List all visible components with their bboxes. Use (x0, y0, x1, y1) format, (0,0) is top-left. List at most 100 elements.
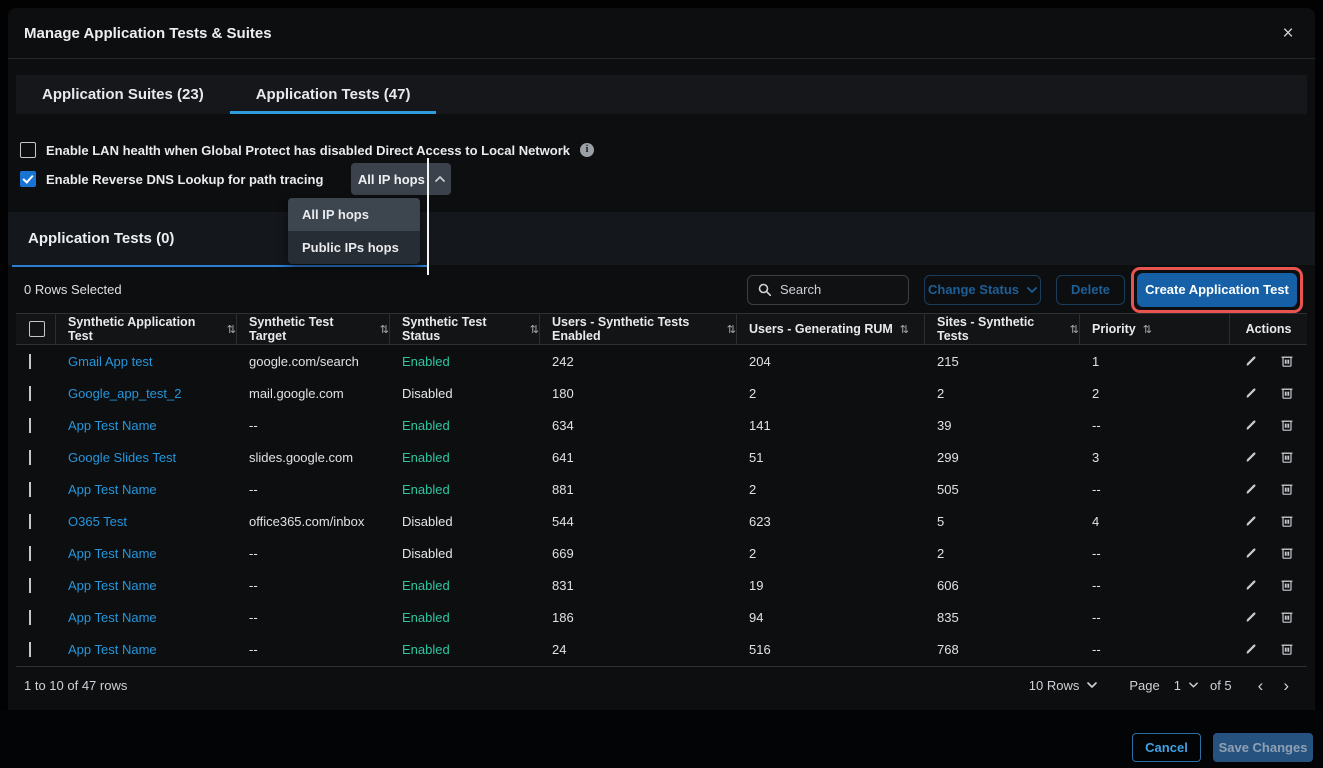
delete-icon[interactable] (1280, 418, 1294, 432)
sites-synthetic-tests-cell: 505 (937, 481, 959, 497)
col-priority[interactable]: Priority ⇅ (1080, 314, 1230, 344)
test-name-link[interactable]: Google_app_test_2 (68, 385, 182, 401)
edit-icon[interactable] (1244, 354, 1258, 368)
row-checkbox[interactable] (29, 481, 31, 497)
test-name-link[interactable]: App Test Name (68, 545, 157, 561)
col-users-generating-rum[interactable]: Users - Generating RUM ⇅ (737, 314, 925, 344)
select-all-checkbox[interactable] (29, 321, 45, 337)
delete-icon[interactable] (1280, 578, 1294, 592)
users-generating-rum-cell: 51 (749, 449, 764, 465)
users-generating-rum-cell: 2 (749, 545, 757, 561)
change-status-button[interactable]: Change Status (924, 274, 1041, 305)
next-page-icon[interactable]: › (1283, 675, 1289, 695)
page-number-select[interactable]: 1 (1174, 678, 1198, 693)
save-changes-button[interactable]: Save Changes (1213, 733, 1313, 762)
test-name-link[interactable]: App Test Name (68, 417, 157, 433)
page-count-label: of 5 (1209, 677, 1232, 693)
search-input[interactable] (780, 282, 898, 297)
close-icon[interactable]: × (1282, 23, 1294, 44)
priority-cell: 1 (1092, 353, 1100, 369)
edit-icon[interactable] (1244, 578, 1258, 592)
edit-icon[interactable] (1244, 514, 1258, 528)
edit-icon[interactable] (1244, 642, 1258, 656)
users-generating-rum-cell: 623 (749, 513, 771, 529)
search-icon (758, 283, 772, 297)
test-name-link[interactable]: App Test Name (68, 609, 157, 625)
sites-synthetic-tests-cell: 606 (937, 577, 959, 593)
users-synthetic-enabled-cell: 180 (552, 385, 574, 401)
ip-hops-dropdown[interactable]: All IP hops (351, 163, 452, 195)
dropdown-option-public-ips[interactable]: Public IPs hops o... (302, 240, 399, 255)
edit-icon[interactable] (1244, 610, 1258, 624)
edit-icon[interactable] (1244, 386, 1258, 400)
users-synthetic-enabled-cell: 831 (552, 577, 574, 593)
priority-cell: -- (1092, 641, 1101, 657)
create-application-test-button[interactable]: Create Application Test (1137, 272, 1297, 307)
delete-icon[interactable] (1280, 386, 1294, 400)
edit-icon[interactable] (1244, 546, 1258, 560)
row-checkbox[interactable] (29, 449, 31, 465)
dropdown-option-all-ip-hops[interactable]: All IP hops (288, 198, 420, 231)
reverse-dns-checkbox[interactable] (20, 171, 36, 187)
delete-button[interactable]: Delete (1056, 274, 1125, 305)
test-name-link[interactable]: O365 Test (68, 513, 128, 529)
row-checkbox[interactable] (29, 545, 31, 561)
col-synthetic-test-status[interactable]: Synthetic Test Status ⇅ (390, 314, 540, 344)
test-name-link[interactable]: App Test Name (68, 577, 157, 593)
delete-icon[interactable] (1280, 610, 1294, 624)
sort-icon[interactable]: ⇅ (379, 323, 389, 336)
row-checkbox[interactable] (29, 385, 31, 401)
users-synthetic-enabled-cell: 634 (552, 417, 574, 433)
sort-icon[interactable]: ⇅ (529, 323, 539, 336)
delete-icon[interactable] (1280, 642, 1294, 656)
search-box[interactable] (747, 274, 909, 305)
lan-health-option: Enable LAN health when Global Protect ha… (20, 140, 594, 160)
chevron-up-icon (434, 176, 445, 182)
delete-icon[interactable] (1280, 514, 1294, 528)
delete-icon[interactable] (1280, 546, 1294, 560)
sort-icon[interactable]: ⇅ (1142, 323, 1152, 336)
chevron-down-icon (1027, 286, 1037, 293)
chevron-down-icon (1087, 682, 1098, 688)
test-status-cell: Enabled (402, 577, 450, 593)
tab-application-suites[interactable]: Application Suites (23) (42, 86, 204, 103)
edit-icon[interactable] (1244, 418, 1258, 432)
sort-icon[interactable]: ⇅ (226, 323, 236, 336)
row-checkbox[interactable] (29, 417, 31, 433)
col-users-synthetic-tests-enabled[interactable]: Users - Synthetic Tests Enabled ⇅ (540, 314, 737, 344)
previous-page-icon[interactable]: ‹ (1257, 675, 1264, 695)
info-icon[interactable]: i (579, 143, 594, 157)
edit-icon[interactable] (1244, 450, 1258, 464)
priority-cell: -- (1092, 417, 1101, 433)
modal-header: Manage Application Tests & Suites × (8, 8, 1315, 59)
delete-icon[interactable] (1280, 482, 1294, 496)
delete-icon[interactable] (1280, 450, 1294, 464)
sort-icon[interactable]: ⇅ (899, 323, 909, 336)
edit-icon[interactable] (1244, 482, 1258, 496)
row-checkbox[interactable] (29, 609, 31, 625)
row-checkbox[interactable] (29, 641, 31, 657)
cancel-button[interactable]: Cancel (1132, 733, 1201, 762)
col-synthetic-test-target[interactable]: Synthetic Test Target ⇅ (237, 314, 390, 344)
test-name-link[interactable]: App Test Name (68, 481, 157, 497)
test-name-link[interactable]: App Test Name (68, 641, 157, 657)
row-checkbox[interactable] (29, 353, 31, 369)
sort-icon[interactable]: ⇅ (1069, 323, 1079, 336)
col-synthetic-application-test[interactable]: Synthetic Application Test ⇅ (56, 314, 237, 344)
row-checkbox[interactable] (29, 513, 31, 529)
col-sites-synthetic-tests[interactable]: Sites - Synthetic Tests ⇅ (925, 314, 1080, 344)
rows-per-page-select[interactable]: 10 Rows (1029, 678, 1098, 693)
tab-application-tests[interactable]: Application Tests (47) (229, 75, 437, 114)
row-checkbox[interactable] (29, 577, 31, 593)
lan-health-checkbox[interactable] (20, 142, 36, 158)
test-target-cell: -- (249, 417, 258, 433)
priority-cell: 4 (1092, 513, 1100, 529)
test-name-link[interactable]: Google Slides Test (68, 449, 177, 465)
test-status-cell: Enabled (402, 449, 450, 465)
ip-hops-dropdown-menu: All IP hops Public IPs hops o... (288, 198, 420, 264)
delete-icon[interactable] (1280, 354, 1294, 368)
sort-icon[interactable]: ⇅ (726, 323, 736, 336)
sites-synthetic-tests-cell: 835 (937, 609, 959, 625)
pagination: 10 Rows Page 1 of 5 ‹ › (1029, 677, 1307, 694)
test-name-link[interactable]: Gmail App test (68, 353, 153, 369)
